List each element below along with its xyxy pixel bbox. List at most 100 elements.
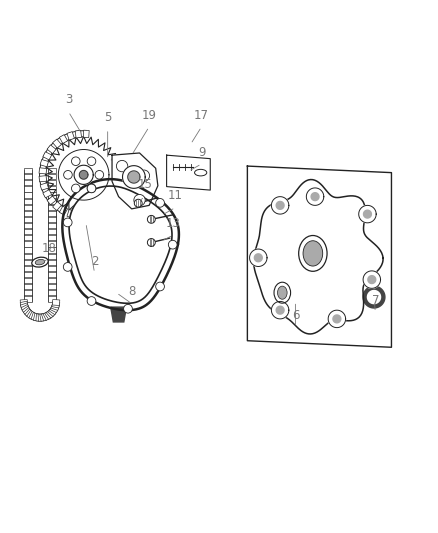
Bar xyxy=(24,174,32,179)
Ellipse shape xyxy=(303,241,323,266)
Polygon shape xyxy=(363,271,381,288)
Polygon shape xyxy=(364,210,371,218)
Polygon shape xyxy=(40,313,46,321)
Polygon shape xyxy=(47,145,56,154)
Circle shape xyxy=(87,157,96,166)
Polygon shape xyxy=(83,130,89,138)
Circle shape xyxy=(95,171,104,179)
Bar xyxy=(48,180,56,185)
Polygon shape xyxy=(51,303,60,310)
Polygon shape xyxy=(112,153,158,209)
Bar xyxy=(48,205,56,210)
Bar xyxy=(48,278,56,283)
Text: 11: 11 xyxy=(168,189,183,203)
Text: 3: 3 xyxy=(65,93,72,106)
Bar xyxy=(24,223,32,228)
Text: 2: 2 xyxy=(91,255,98,268)
Bar xyxy=(48,296,56,302)
Polygon shape xyxy=(363,286,385,308)
Text: 19: 19 xyxy=(141,109,157,122)
Bar xyxy=(48,192,56,198)
Polygon shape xyxy=(43,311,51,320)
Circle shape xyxy=(168,240,177,249)
Circle shape xyxy=(124,304,132,313)
Bar xyxy=(24,278,32,283)
Circle shape xyxy=(117,160,128,172)
Polygon shape xyxy=(20,301,28,308)
Polygon shape xyxy=(111,307,127,322)
Polygon shape xyxy=(123,166,145,188)
Polygon shape xyxy=(45,310,53,319)
Bar xyxy=(48,211,56,216)
Circle shape xyxy=(71,157,80,166)
Polygon shape xyxy=(39,168,46,174)
Text: 17: 17 xyxy=(194,109,209,122)
Bar xyxy=(24,199,32,204)
Polygon shape xyxy=(166,155,210,190)
Polygon shape xyxy=(79,171,88,179)
Polygon shape xyxy=(247,166,392,348)
Polygon shape xyxy=(48,308,57,317)
Bar xyxy=(24,235,32,240)
Polygon shape xyxy=(272,197,289,214)
Polygon shape xyxy=(40,159,49,167)
Polygon shape xyxy=(58,149,109,200)
Bar xyxy=(24,260,32,265)
Circle shape xyxy=(148,215,155,223)
Polygon shape xyxy=(333,315,341,323)
Circle shape xyxy=(64,218,72,227)
Circle shape xyxy=(64,263,72,271)
Polygon shape xyxy=(367,290,381,304)
Bar xyxy=(48,266,56,271)
Ellipse shape xyxy=(194,169,207,176)
Polygon shape xyxy=(22,306,31,314)
Polygon shape xyxy=(328,310,346,328)
Polygon shape xyxy=(21,303,29,310)
Polygon shape xyxy=(67,132,74,140)
Polygon shape xyxy=(36,314,42,321)
Text: 8: 8 xyxy=(128,285,135,298)
Ellipse shape xyxy=(35,260,45,265)
Circle shape xyxy=(155,198,164,207)
Circle shape xyxy=(148,239,155,246)
Bar xyxy=(48,247,56,253)
Polygon shape xyxy=(21,304,30,313)
Bar xyxy=(48,260,56,265)
Polygon shape xyxy=(272,302,289,319)
Polygon shape xyxy=(23,308,32,317)
Polygon shape xyxy=(47,196,56,205)
Polygon shape xyxy=(42,312,49,321)
Text: 9: 9 xyxy=(198,146,205,159)
Polygon shape xyxy=(306,188,324,205)
Circle shape xyxy=(155,282,164,291)
Polygon shape xyxy=(53,201,61,211)
Polygon shape xyxy=(67,209,74,218)
Polygon shape xyxy=(33,313,40,321)
Polygon shape xyxy=(75,212,81,220)
Bar xyxy=(24,284,32,289)
Circle shape xyxy=(134,195,145,206)
Bar xyxy=(24,290,32,295)
Bar xyxy=(24,296,32,302)
Bar xyxy=(48,223,56,228)
Ellipse shape xyxy=(274,282,290,303)
Circle shape xyxy=(124,176,132,185)
Polygon shape xyxy=(29,311,37,320)
Bar xyxy=(48,254,56,259)
Ellipse shape xyxy=(32,257,48,267)
Polygon shape xyxy=(359,205,376,223)
Bar xyxy=(24,211,32,216)
Polygon shape xyxy=(74,165,93,184)
Circle shape xyxy=(87,297,96,305)
Text: 18: 18 xyxy=(41,241,56,255)
Text: 7: 7 xyxy=(371,294,379,307)
Bar xyxy=(24,217,32,222)
Bar xyxy=(48,217,56,222)
Ellipse shape xyxy=(299,236,327,271)
Bar xyxy=(48,284,56,289)
Circle shape xyxy=(134,199,142,207)
Polygon shape xyxy=(83,212,89,220)
Polygon shape xyxy=(311,193,319,200)
Polygon shape xyxy=(43,190,52,198)
Polygon shape xyxy=(276,201,284,209)
